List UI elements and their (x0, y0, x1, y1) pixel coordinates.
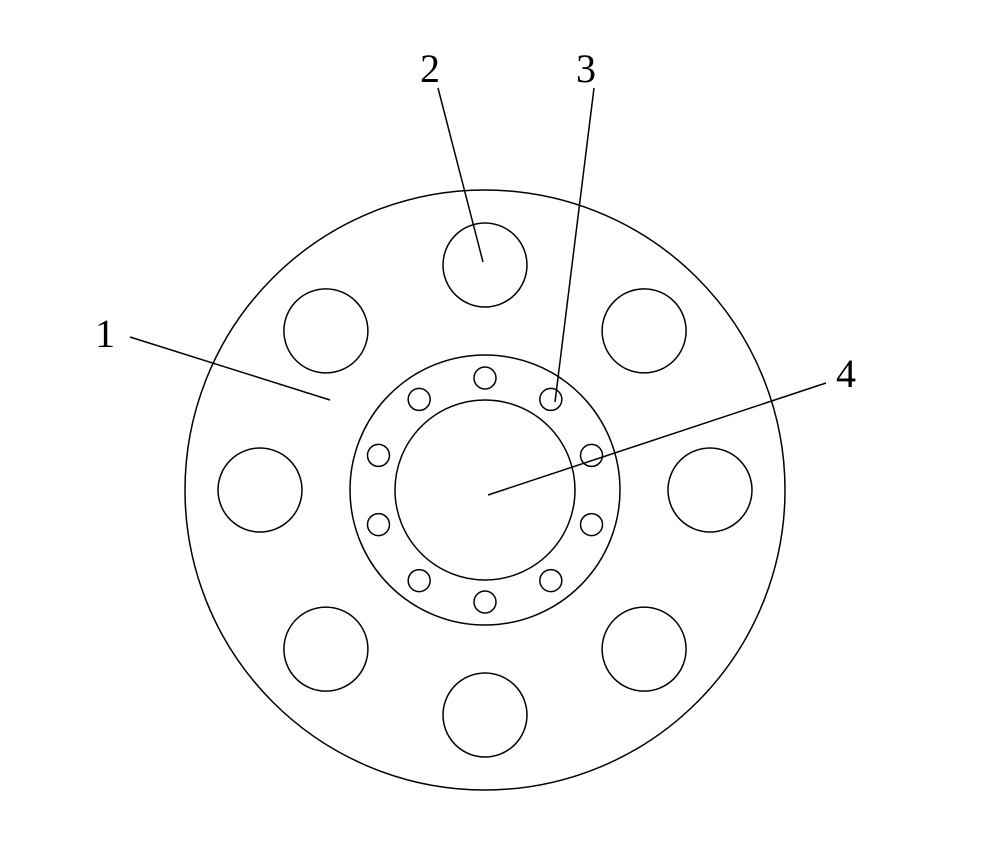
outer-bolt-hole (602, 289, 686, 373)
center-bore (395, 400, 575, 580)
callout-label-3: 3 (576, 45, 596, 92)
leader-line-3 (555, 88, 594, 402)
callout-label-2: 2 (420, 45, 440, 92)
outer-bolt-hole (602, 607, 686, 691)
inner-bolt-hole (474, 367, 496, 389)
flange-diagram (0, 0, 1000, 858)
outer-bolt-hole (443, 223, 527, 307)
inner-ring-circle (350, 355, 620, 625)
inner-bolt-hole (540, 388, 562, 410)
outer-bolt-hole (668, 448, 752, 532)
inner-bolt-hole (540, 570, 562, 592)
outer-bolt-hole (443, 673, 527, 757)
outer-bolt-hole (284, 607, 368, 691)
inner-bolt-hole (367, 444, 389, 466)
inner-bolt-hole (408, 570, 430, 592)
leader-line-1 (130, 337, 330, 400)
outer-bolt-hole (284, 289, 368, 373)
inner-bolt-hole (408, 388, 430, 410)
inner-bolt-hole (474, 591, 496, 613)
leader-line-4 (488, 383, 826, 495)
callout-label-1: 1 (95, 310, 115, 357)
inner-bolt-hole (581, 514, 603, 536)
outer-circle (185, 190, 785, 790)
leader-line-2 (438, 88, 483, 262)
inner-bolt-hole (367, 514, 389, 536)
outer-bolt-hole (218, 448, 302, 532)
callout-label-4: 4 (836, 350, 856, 397)
